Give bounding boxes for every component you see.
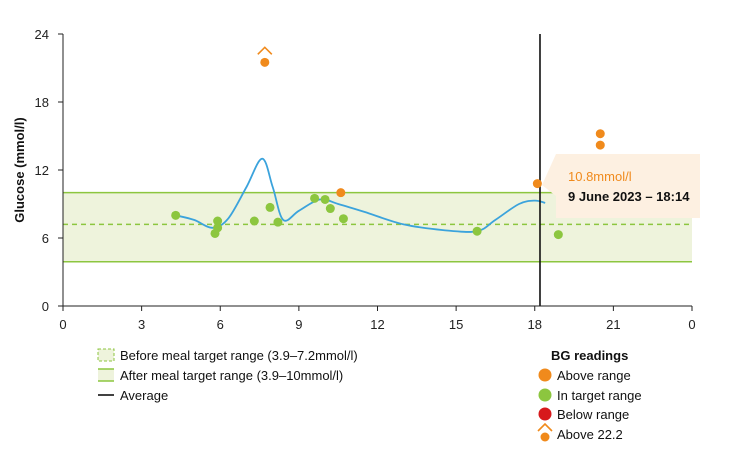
legend-label-below: Below range	[557, 407, 629, 422]
legend-swatch-after-meal	[98, 369, 114, 381]
reading-above-range	[595, 140, 605, 150]
reading-in-range	[273, 217, 283, 227]
legend-marker-above	[538, 368, 552, 382]
x-tick-label: 21	[606, 317, 620, 332]
x-tick-label: 18	[528, 317, 542, 332]
legend-label-after: After meal target range (3.9–10mmol/l)	[120, 368, 343, 383]
y-axis-title: Glucose (mmol/l)	[12, 117, 27, 222]
legend-label-before: Before meal target range (3.9–7.2mmol/l)	[120, 348, 358, 363]
x-tick-label: 3	[138, 317, 145, 332]
x-tick-label: 12	[370, 317, 384, 332]
legend-label-in: In target range	[557, 388, 642, 403]
legend-label-above22: Above 22.2	[557, 427, 623, 442]
y-tick-label: 0	[42, 299, 49, 314]
legend-marker-below	[538, 407, 552, 421]
reading-in-range	[265, 202, 275, 212]
legend-marker-above22	[540, 432, 550, 442]
x-tick-label: 0	[59, 317, 66, 332]
reading-in-range	[310, 193, 320, 203]
axes: 0 6 12 18 24 0 3 6 9 12 15 18 21 0	[35, 27, 696, 332]
reading-in-range	[249, 216, 259, 226]
x-tick-label: 15	[449, 317, 463, 332]
x-tick-label: 6	[217, 317, 224, 332]
y-tick-label: 24	[35, 27, 49, 42]
y-tick-label: 18	[35, 95, 49, 110]
reading-in-range	[171, 210, 181, 220]
y-tick-label: 6	[42, 231, 49, 246]
reading-in-range	[213, 223, 223, 233]
y-tick-label: 12	[35, 163, 49, 178]
legend-chevron-icon	[537, 422, 553, 432]
average-curve	[175, 157, 546, 233]
tooltip-box	[542, 154, 700, 218]
legend-title: BG readings	[551, 348, 628, 363]
reading-above-range	[532, 179, 542, 189]
reading-in-range	[472, 226, 482, 236]
tooltip-date: 9 June 2023 – 18:14	[568, 189, 690, 204]
above-22-chevron-icon	[257, 46, 273, 55]
reading-tooltip: 10.8mmol/l 9 June 2023 – 18:14	[542, 154, 700, 218]
reading-above-22	[260, 57, 270, 67]
legend-bg-readings: BG readings Above range In target range Be…	[537, 348, 642, 442]
reading-above-range	[595, 129, 605, 139]
reading-in-range	[320, 194, 330, 204]
tooltip-value: 10.8mmol/l	[568, 169, 632, 184]
x-tick-label: 0	[688, 317, 695, 332]
legend-label-average: Average	[120, 388, 168, 403]
reading-above-range	[336, 188, 346, 198]
legend-label-above: Above range	[557, 368, 631, 383]
legend-marker-in	[538, 388, 552, 402]
reading-in-range	[325, 204, 335, 214]
reading-in-range	[553, 230, 563, 240]
x-tick-label: 9	[295, 317, 302, 332]
legend-ranges: Before meal target range (3.9–7.2mmol/l)…	[97, 348, 358, 403]
reading-in-range	[213, 216, 223, 226]
legend-swatch-before-meal	[97, 348, 115, 362]
reading-in-range	[338, 214, 348, 224]
